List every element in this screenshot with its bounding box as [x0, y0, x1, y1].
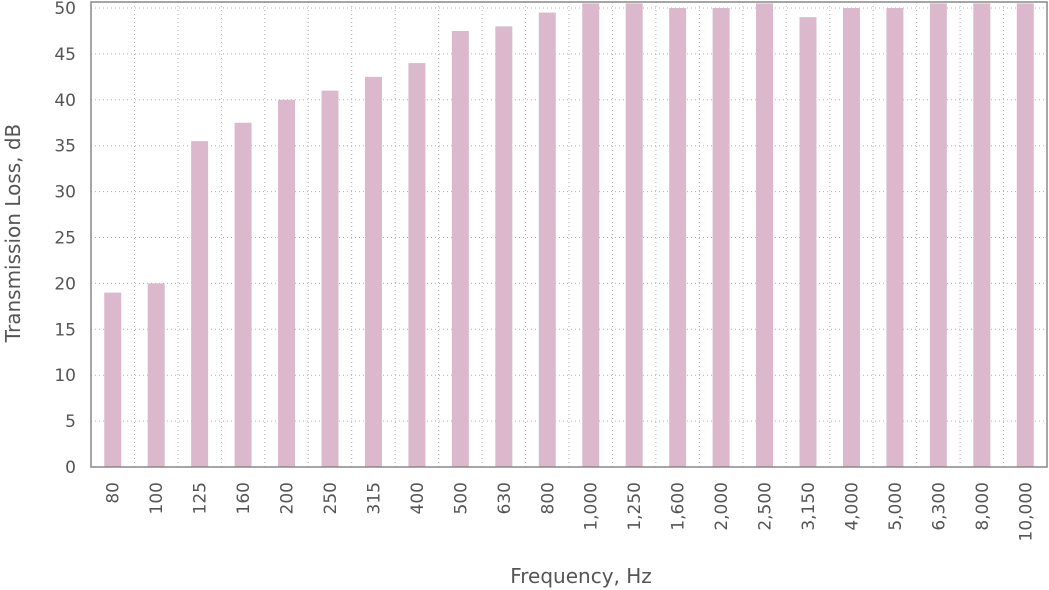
- bar-10000: [1016, 3, 1034, 467]
- bar-160: [234, 122, 252, 467]
- x-tick-label: 160: [234, 482, 254, 514]
- bar-250: [321, 90, 339, 468]
- bar-8000: [973, 3, 991, 467]
- x-tick-label: 4,000: [842, 482, 862, 531]
- y-tick-label: 50: [54, 0, 76, 19]
- bar-800: [538, 12, 556, 468]
- bar-100: [147, 283, 165, 467]
- y-tick-label: 5: [65, 412, 76, 432]
- bar-315: [364, 76, 382, 467]
- x-tick-label: 250: [321, 482, 341, 514]
- y-tick-label: 35: [54, 137, 76, 157]
- bar-2500: [756, 3, 774, 467]
- bar-80: [104, 292, 122, 467]
- grid-lines: [91, 2, 1047, 467]
- x-tick-label: 200: [278, 482, 298, 514]
- x-tick-label: 1,250: [625, 482, 645, 531]
- y-tick-label: 0: [65, 458, 76, 478]
- x-tick-label: 3,150: [799, 482, 819, 531]
- x-tick-label: 630: [495, 482, 515, 514]
- y-tick-label: 40: [54, 91, 76, 111]
- y-tick-label: 25: [54, 229, 76, 249]
- x-tick-label: 800: [538, 482, 558, 514]
- bar-125: [191, 141, 209, 468]
- plot-frame: [90, 1, 1048, 468]
- bar-400: [408, 63, 426, 468]
- y-tick-label: 20: [54, 274, 76, 294]
- bar-1600: [669, 8, 687, 467]
- bar-630: [495, 26, 513, 468]
- x-tick-label: 2,000: [712, 482, 732, 531]
- x-tick-label: 10,000: [1016, 482, 1036, 541]
- x-tick-labels: 80 100 125 160 200 250 315 400 500 630 800 1,000 1,2…: [104, 482, 1037, 541]
- bars: [104, 3, 1034, 468]
- x-tick-label: 500: [451, 482, 471, 514]
- bar-5000: [886, 8, 904, 467]
- x-tick-label: 100: [147, 482, 167, 514]
- y-tick-label: 30: [54, 183, 76, 203]
- x-tick-label: 2,500: [756, 482, 776, 531]
- y-tick-label: 45: [54, 45, 76, 65]
- x-tick-label: 6,300: [929, 482, 949, 531]
- x-tick-label: 8,000: [973, 482, 993, 531]
- y-tick-label: 15: [54, 320, 76, 340]
- y-tick-label: 10: [54, 366, 76, 386]
- x-tick-label: 400: [408, 482, 428, 514]
- bar-500: [451, 30, 469, 467]
- bar-2000: [712, 8, 730, 467]
- y-tick-labels: 0 5 10 15 20 25 30 35 40 45 50: [54, 0, 76, 478]
- bar-6300: [929, 3, 947, 467]
- x-tick-label: 125: [191, 482, 211, 514]
- x-tick-label: 80: [104, 482, 124, 504]
- x-tick-label: 1,000: [582, 482, 602, 531]
- x-tick-label: 315: [364, 482, 384, 514]
- x-tick-label: 5,000: [886, 482, 906, 531]
- bar-4000: [842, 8, 860, 467]
- bar-3150: [799, 17, 817, 468]
- x-axis-title: Frequency, Hz: [510, 564, 652, 588]
- y-axis-title: Transmission Loss, dB: [1, 124, 25, 344]
- x-tick-label: 1,600: [669, 482, 689, 531]
- bar-1250: [625, 3, 643, 467]
- bar-1000: [582, 3, 600, 467]
- bar-200: [278, 99, 296, 468]
